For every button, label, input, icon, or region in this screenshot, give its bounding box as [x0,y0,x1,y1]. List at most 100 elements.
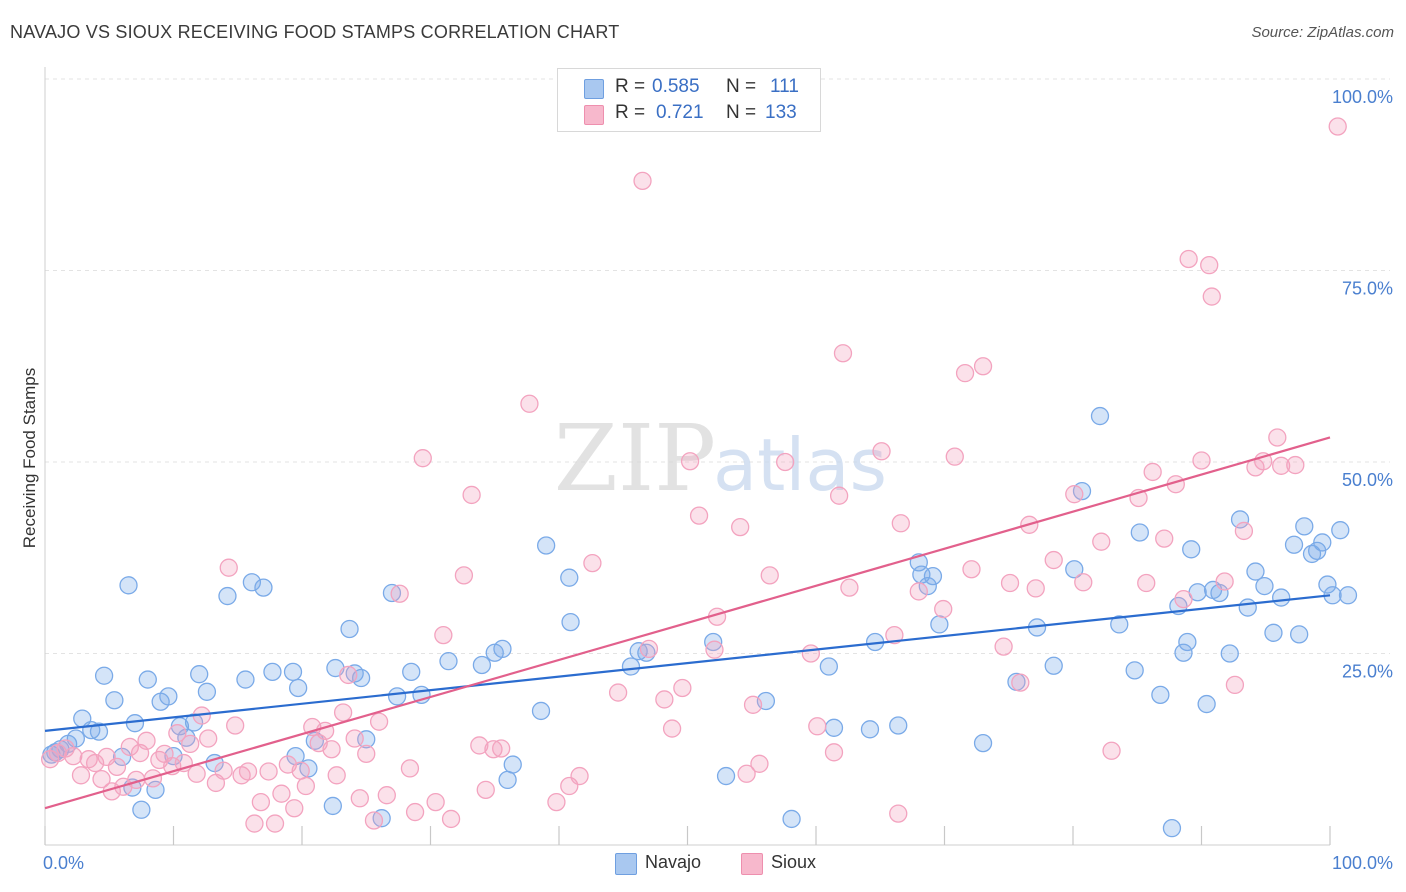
sioux-swatch [584,105,604,125]
sioux-point [760,566,779,585]
navajo-point [190,665,209,684]
navajo-point [824,718,844,737]
sioux-point [350,789,369,808]
sioux-point [1215,572,1234,591]
sioux-point [833,344,853,363]
navajo-point [498,770,517,790]
navajo-point [1290,625,1309,644]
legend-label-sioux: Sioux [771,852,817,872]
sioux-point [296,776,316,796]
navajo-point [159,687,178,706]
sioux-point [345,729,364,748]
sioux-point [322,740,341,759]
sioux-point [608,683,628,702]
navajo-point [1295,517,1314,536]
sioux-point [226,716,245,735]
sioux-point [441,809,461,829]
sioux-point [199,729,218,748]
sioux-point [1137,573,1156,593]
navajo-point [1197,694,1216,714]
stats-box: R = 0.585 N = 111 R = 0.721 N = 133 [557,68,821,132]
navajo-point [819,657,838,676]
navajo-point [923,566,943,586]
sioux-point [1192,451,1211,470]
navajo-point [918,576,937,596]
sioux-point [1179,249,1198,269]
sioux-point [181,734,200,754]
sioux-point [962,560,981,579]
sioux-point [327,766,346,785]
navajo-point [387,687,407,706]
sioux-point [776,452,795,472]
navajo-point [1162,818,1182,838]
n-value: 133 [765,102,797,123]
y-tick-label: 25.0% [1342,662,1393,682]
sioux-point [470,736,489,755]
sioux-point [214,761,233,780]
sioux-point [390,584,409,603]
sioux-point [1026,579,1045,598]
navajo-point [860,720,880,739]
sioux-point [413,449,432,468]
sioux-point [238,762,258,781]
sioux-point [272,784,291,803]
navajo-point [402,662,421,682]
sioux-point [187,764,206,783]
sioux-point [245,814,264,833]
legend-swatch-sioux [741,853,763,875]
sioux-point [1155,529,1174,548]
navajo-point [138,670,157,689]
navajo-point [1220,644,1239,663]
navajo-point [1255,576,1274,596]
sioux-point [1143,462,1162,482]
sioux-point [750,754,769,773]
sioux-point [357,744,376,763]
navajo-point [1313,533,1332,552]
sioux-point [743,695,763,714]
grid-lines [45,78,1390,654]
sioux-point [64,746,83,766]
navajo-point [716,766,736,786]
sioux-point [1268,428,1287,447]
sioux-point [1074,573,1093,592]
y-tick-label: 100.0% [1332,87,1393,107]
navajo-point [1230,510,1250,529]
sioux-point [633,171,652,191]
navajo-point [782,809,801,829]
navajo-point [561,612,580,632]
sioux-point [801,644,821,663]
sioux-point [168,724,187,743]
sioux-point [137,731,156,750]
sioux-point [285,799,304,818]
sioux-point [476,780,495,799]
sioux-point [143,769,163,788]
sioux-point [662,719,682,738]
navajo-point [254,578,273,597]
sioux-point [655,690,674,709]
navajo-point [105,691,124,710]
sioux-point [705,640,724,659]
sioux-point [333,703,353,722]
navajo-point [1178,632,1197,652]
sioux-point [872,442,891,461]
navajo-point [1125,661,1144,680]
navajo-point [119,576,138,595]
navajo-point [288,678,308,698]
navajo-point [1331,521,1350,540]
navajo-point [1338,586,1358,605]
navajo-point [493,639,512,659]
sioux-point [377,786,396,805]
navajo-point [1130,523,1149,542]
watermark-zip: ZIP [554,405,716,512]
navajo-point [263,662,282,682]
navajo-point [283,662,303,682]
navajo-point [132,800,151,819]
navajo-point [1090,406,1110,426]
sioux-point [1272,456,1291,475]
sioux-point [689,506,709,525]
sioux-point [955,363,975,383]
sioux-point [547,792,566,812]
r-value: 0.585 [652,76,700,97]
sioux-point [824,743,844,762]
